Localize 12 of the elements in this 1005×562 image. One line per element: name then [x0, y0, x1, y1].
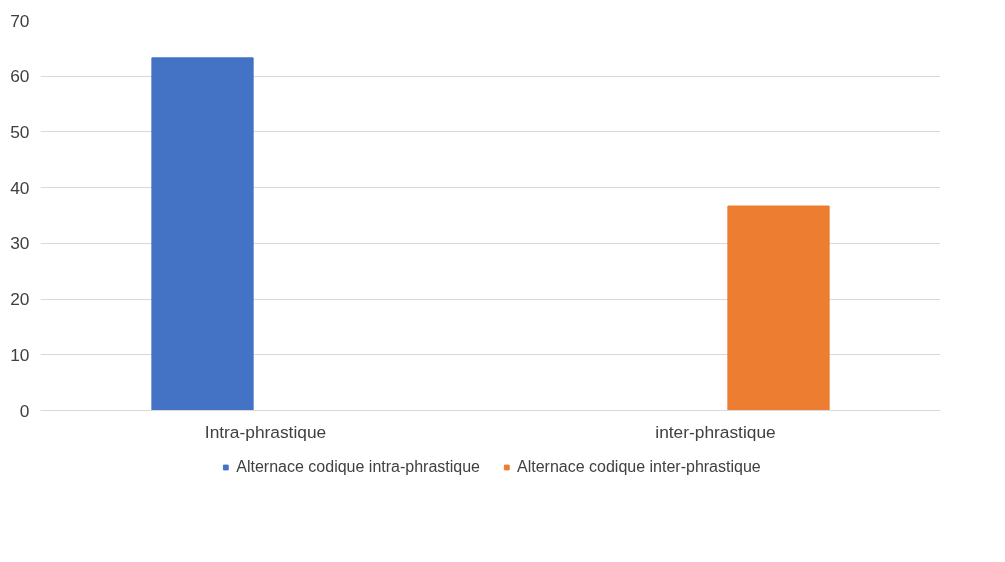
legend-label: Alternace codique intra-phrastique: [236, 458, 480, 476]
y-tick-label: 60: [10, 66, 30, 87]
y-tick-label: 40: [10, 177, 30, 198]
y-tick-label: 20: [10, 289, 30, 310]
y-tick-label: 10: [10, 344, 30, 365]
y-tick-label: 50: [10, 121, 30, 142]
y-tick-label: 0: [19, 400, 30, 421]
legend-label: Alternace codique inter-phrastique: [517, 458, 761, 476]
y-tick-label: 70: [10, 10, 30, 31]
y-tick-label: 30: [10, 233, 30, 254]
x-tick-label: inter-phrastique: [655, 421, 776, 442]
x-tick-label: Intra-phrastique: [204, 421, 327, 442]
